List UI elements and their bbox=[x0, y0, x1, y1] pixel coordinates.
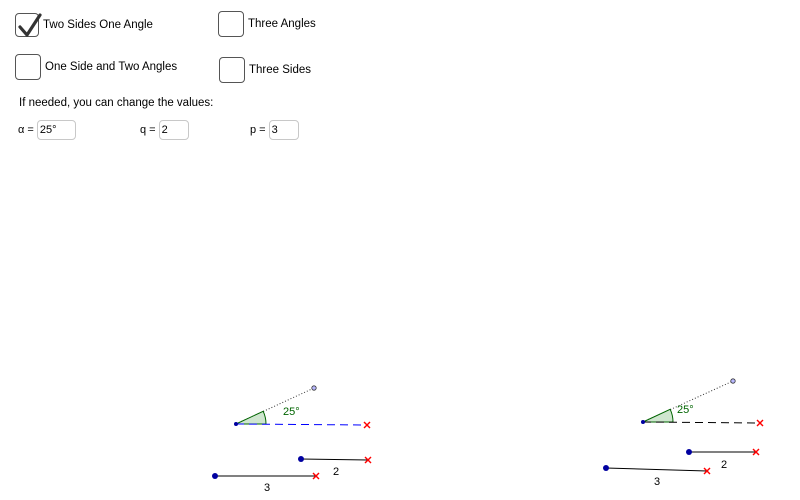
angle-label: 25° bbox=[283, 406, 300, 418]
segment-p-start-point[interactable] bbox=[212, 473, 218, 479]
checkbox-three-angles[interactable]: Three Angles bbox=[218, 11, 316, 37]
ray-end-marker bbox=[363, 421, 371, 429]
checkbox-one-side-two-angles[interactable]: One Side and Two Angles bbox=[15, 54, 177, 80]
angle-ray-dotted bbox=[235, 387, 315, 425]
checkbox-label: Three Sides bbox=[249, 64, 312, 76]
base-ray bbox=[642, 421, 761, 424]
alpha-label: α = bbox=[18, 124, 34, 136]
segment-q-label: 2 bbox=[721, 459, 727, 471]
checkbox-label: Two Sides One Angle bbox=[43, 19, 153, 31]
figure-left: 25° 2 3 bbox=[212, 385, 372, 494]
ray-end-marker bbox=[756, 419, 764, 427]
base-ray bbox=[235, 423, 368, 426]
segment-q-start-point[interactable] bbox=[298, 456, 304, 462]
q-field: q = bbox=[140, 120, 189, 140]
vertex-point[interactable] bbox=[234, 422, 238, 426]
checkbox-three-sides[interactable]: Three Sides bbox=[219, 57, 311, 83]
checkbox-two-sides-one-angle[interactable]: Two Sides One Angle bbox=[15, 13, 153, 37]
segment-p bbox=[605, 467, 708, 472]
q-input[interactable] bbox=[158, 120, 189, 140]
angle-handle-point[interactable] bbox=[311, 385, 317, 391]
segment-q-label: 2 bbox=[333, 466, 339, 478]
angle-arc bbox=[235, 410, 267, 425]
p-input[interactable] bbox=[268, 120, 299, 140]
q-label: q = bbox=[140, 124, 156, 136]
p-field: p = bbox=[250, 120, 299, 140]
checkbox-box[interactable] bbox=[218, 11, 244, 37]
checkbox-label: One Side and Two Angles bbox=[45, 61, 178, 73]
segment-q-start-point[interactable] bbox=[686, 449, 692, 455]
segment-q-end-marker bbox=[364, 456, 372, 464]
segment-p-start-point[interactable] bbox=[603, 465, 609, 471]
segment-q-end-marker bbox=[752, 448, 760, 456]
alpha-input[interactable] bbox=[36, 120, 76, 140]
checkbox-label: Three Angles bbox=[248, 18, 316, 30]
segment-p-end-marker bbox=[312, 472, 320, 480]
angle-handle-point[interactable] bbox=[730, 378, 736, 384]
segment-p-end-marker bbox=[703, 467, 711, 475]
segment-p-label: 3 bbox=[264, 482, 270, 494]
alpha-field: α = bbox=[18, 120, 76, 140]
checkbox-box[interactable] bbox=[15, 54, 41, 80]
angle-label: 25° bbox=[677, 404, 694, 416]
figure-right: 25° 2 3 bbox=[603, 378, 764, 488]
checkbox-box[interactable] bbox=[15, 13, 42, 37]
segment-p-label: 3 bbox=[654, 476, 660, 488]
p-label: p = bbox=[250, 124, 266, 136]
angle-arc bbox=[642, 408, 674, 423]
checkbox-box[interactable] bbox=[219, 57, 245, 83]
vertex-point[interactable] bbox=[641, 420, 645, 424]
checkmark-icon bbox=[18, 13, 42, 37]
segment-q bbox=[300, 458, 369, 461]
instruction-text: If needed, you can change the values: bbox=[19, 97, 214, 109]
